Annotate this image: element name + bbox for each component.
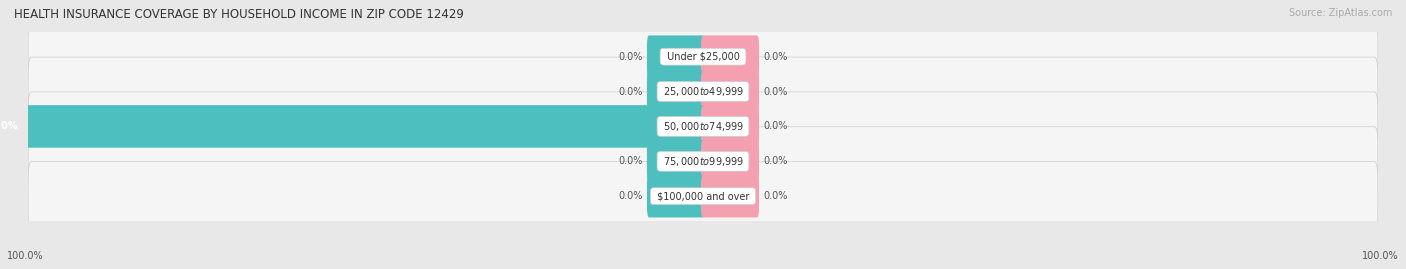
Text: 0.0%: 0.0% bbox=[617, 87, 643, 97]
Text: 0.0%: 0.0% bbox=[763, 156, 789, 166]
FancyBboxPatch shape bbox=[27, 105, 704, 148]
Text: $100,000 and over: $100,000 and over bbox=[654, 191, 752, 201]
Text: Under $25,000: Under $25,000 bbox=[664, 52, 742, 62]
Text: 0.0%: 0.0% bbox=[617, 156, 643, 166]
FancyBboxPatch shape bbox=[702, 36, 759, 78]
FancyBboxPatch shape bbox=[647, 175, 704, 217]
Text: 100.0%: 100.0% bbox=[1362, 251, 1399, 261]
Text: 0.0%: 0.0% bbox=[763, 52, 789, 62]
FancyBboxPatch shape bbox=[702, 175, 759, 217]
FancyBboxPatch shape bbox=[702, 140, 759, 183]
FancyBboxPatch shape bbox=[647, 140, 704, 183]
FancyBboxPatch shape bbox=[28, 127, 1378, 196]
Text: 100.0%: 100.0% bbox=[0, 121, 18, 132]
FancyBboxPatch shape bbox=[28, 92, 1378, 161]
Text: $75,000 to $99,999: $75,000 to $99,999 bbox=[661, 155, 745, 168]
FancyBboxPatch shape bbox=[702, 105, 759, 148]
Text: 100.0%: 100.0% bbox=[7, 251, 44, 261]
FancyBboxPatch shape bbox=[28, 162, 1378, 231]
Text: Source: ZipAtlas.com: Source: ZipAtlas.com bbox=[1288, 8, 1392, 18]
Text: 0.0%: 0.0% bbox=[617, 52, 643, 62]
Text: HEALTH INSURANCE COVERAGE BY HOUSEHOLD INCOME IN ZIP CODE 12429: HEALTH INSURANCE COVERAGE BY HOUSEHOLD I… bbox=[14, 8, 464, 21]
Text: 0.0%: 0.0% bbox=[763, 121, 789, 132]
Text: $50,000 to $74,999: $50,000 to $74,999 bbox=[661, 120, 745, 133]
Text: 0.0%: 0.0% bbox=[763, 87, 789, 97]
FancyBboxPatch shape bbox=[647, 36, 704, 78]
FancyBboxPatch shape bbox=[647, 70, 704, 113]
FancyBboxPatch shape bbox=[28, 22, 1378, 91]
Text: $25,000 to $49,999: $25,000 to $49,999 bbox=[661, 85, 745, 98]
Text: 0.0%: 0.0% bbox=[617, 191, 643, 201]
FancyBboxPatch shape bbox=[702, 70, 759, 113]
FancyBboxPatch shape bbox=[28, 57, 1378, 126]
Text: 0.0%: 0.0% bbox=[763, 191, 789, 201]
